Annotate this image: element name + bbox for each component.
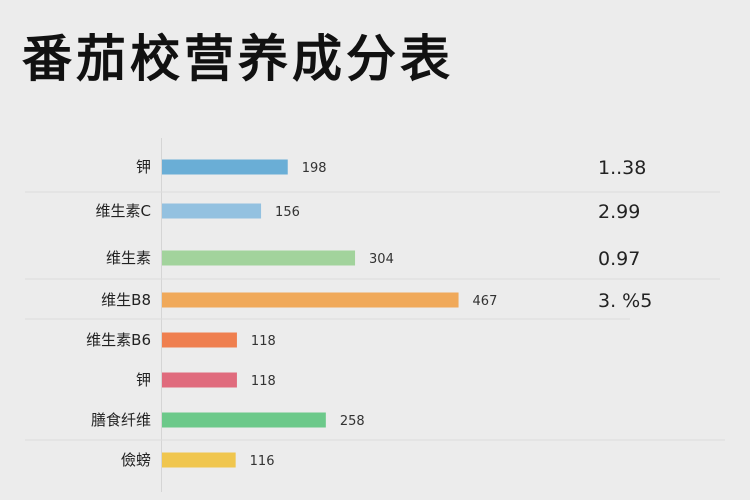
bar: [162, 372, 237, 388]
bar: [162, 250, 356, 266]
category-label: 维生素: [106, 249, 151, 267]
side-value-label: 2.99: [598, 201, 640, 223]
bar: [162, 159, 288, 175]
side-value-label: 0.97: [598, 248, 640, 270]
bar: [162, 412, 326, 428]
category-label: 维生B8: [101, 291, 151, 309]
value-label: 467: [473, 294, 498, 309]
value-label: 198: [302, 161, 327, 176]
value-label: 118: [251, 334, 276, 349]
category-label: 膳食纤维: [91, 411, 151, 429]
side-value-label: 1..38: [598, 157, 646, 179]
bar: [162, 292, 459, 308]
value-label: 156: [275, 205, 300, 220]
chart-title: 番茄校营养成分表: [22, 30, 454, 88]
bar: [162, 332, 237, 348]
category-label: 儉螃: [121, 451, 151, 469]
category-label: 钾: [136, 371, 151, 389]
category-label: 维生素B6: [86, 331, 151, 349]
bar: [162, 452, 236, 468]
category-label: 维生素C: [96, 202, 151, 220]
bar: [162, 203, 262, 219]
category-label: 钾: [136, 158, 151, 176]
side-value-label: 3. %5: [598, 290, 652, 312]
value-label: 118: [251, 374, 276, 389]
value-label: 304: [369, 252, 394, 267]
value-label: 258: [340, 414, 365, 429]
value-label: 116: [250, 454, 275, 469]
